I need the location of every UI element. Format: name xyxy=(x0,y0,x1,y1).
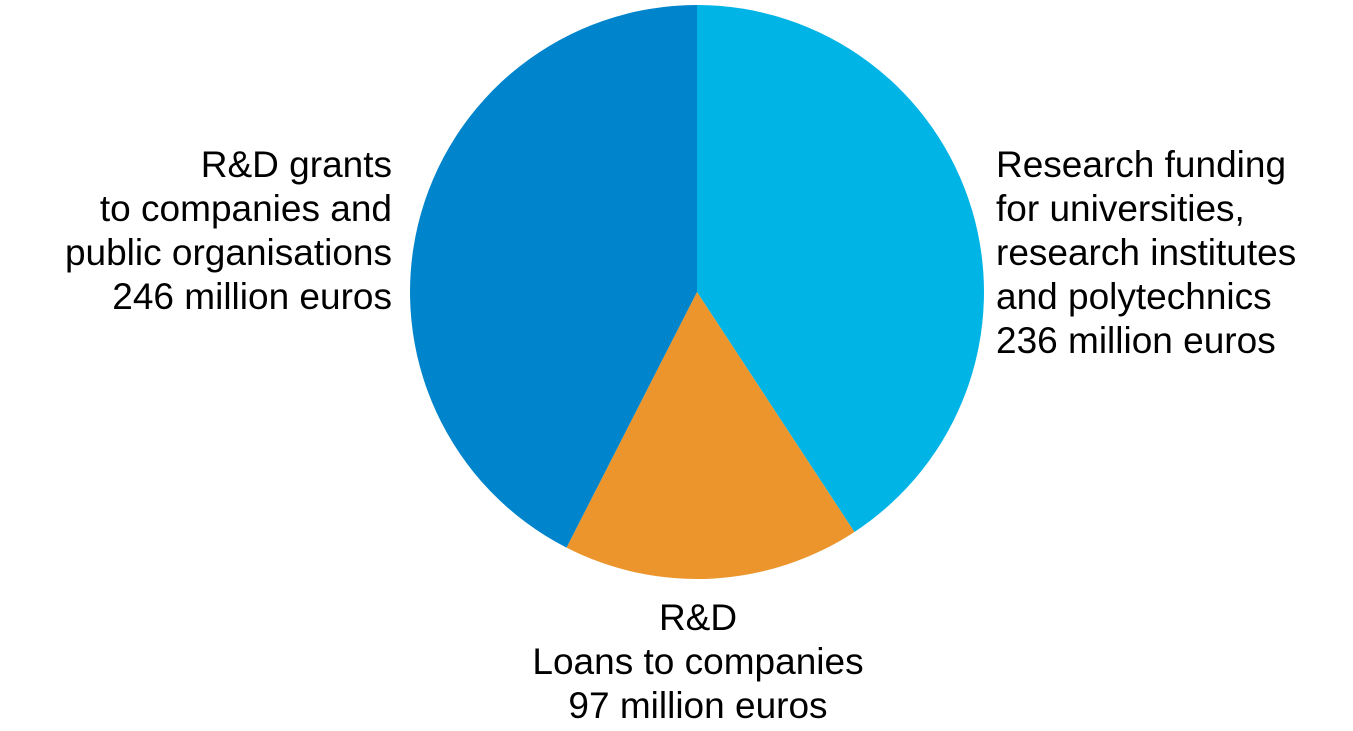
label-line: public organisations xyxy=(64,232,392,273)
label-line: R&D grants xyxy=(200,144,392,185)
label-line: 246 million euros xyxy=(112,276,392,317)
label-line: 97 million euros xyxy=(568,685,828,726)
pie-slices xyxy=(410,5,984,579)
label-line: Research funding xyxy=(996,144,1287,185)
label-line: Loans to companies xyxy=(532,641,864,682)
label-line: to companies and xyxy=(99,188,392,229)
slice-label-rd-loans: R&D Loans to companies 97 million euros xyxy=(448,596,948,728)
label-line: for universities, xyxy=(996,188,1245,229)
pie-slice-rd-grants xyxy=(410,5,697,548)
slice-label-research-funding: Research funding for universities, resea… xyxy=(996,143,1353,363)
pie-slice-research-funding xyxy=(697,5,984,532)
label-line: R&D xyxy=(658,597,738,638)
label-line: and polytechnics xyxy=(996,276,1272,317)
label-line: research institutes xyxy=(996,232,1297,273)
pie-slice-rd-loans xyxy=(566,292,855,579)
slice-label-rd-grants: R&D grants to companies and public organ… xyxy=(0,143,392,319)
label-line: 236 million euros xyxy=(996,320,1276,361)
